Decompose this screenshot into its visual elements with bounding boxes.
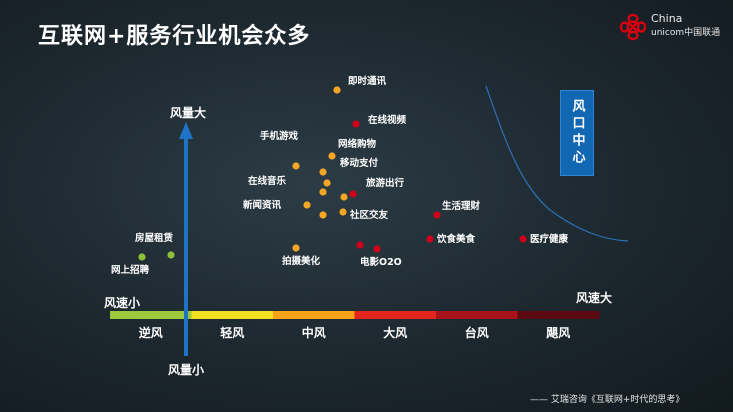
data-point-label: 新闻资讯 <box>243 199 282 211</box>
data-point-label: 社区交友 <box>349 209 389 221</box>
brand-logo: China unicom中国联通 <box>618 12 728 46</box>
data-point <box>138 253 146 261</box>
data-point-label: 移动支付 <box>340 157 379 169</box>
data-point-label: 在线视频 <box>368 114 407 126</box>
data-point-label: 饮食美食 <box>436 233 476 245</box>
source-citation: —— 艾瑞咨询《互联网+时代的思考》 <box>530 395 685 405</box>
brand-line2: unicom中国联通 <box>651 28 721 38</box>
data-point <box>352 120 360 128</box>
wind-band-label: 飓风 <box>546 326 570 340</box>
data-point <box>356 241 364 249</box>
wind-band-4 <box>354 311 437 319</box>
wind-band-3 <box>273 311 355 319</box>
data-point <box>426 235 434 243</box>
x-axis-right-label: 风速大 <box>576 290 612 305</box>
data-point-label: 生活理财 <box>442 200 481 212</box>
data-point <box>303 201 311 209</box>
data-point <box>349 190 357 198</box>
data-point <box>292 162 300 170</box>
data-point-label: 房屋租赁 <box>135 232 174 244</box>
wind-band-6 <box>517 311 600 319</box>
data-point <box>373 245 381 253</box>
data-point-label: 网络购物 <box>338 138 377 150</box>
wind-band-label: 中风 <box>302 325 326 340</box>
data-point <box>433 211 441 219</box>
data-point-label: 拍摄美化 <box>282 255 321 267</box>
y-axis-top-label: 风量大 <box>170 105 206 120</box>
data-point-label: 医疗健康 <box>530 233 569 245</box>
callout-label: 风口中心 <box>569 99 585 167</box>
wind-band-1 <box>110 311 192 319</box>
wind-band-label: 台风 <box>465 325 489 340</box>
data-point <box>319 188 327 196</box>
unicom-knot-icon <box>619 13 647 41</box>
data-point <box>340 193 348 201</box>
wind-band-5 <box>436 311 518 319</box>
y-axis-arrow <box>179 122 193 356</box>
wind-band-bar: 逆风 轻风 中风 大风 台风 飓风 <box>110 311 600 340</box>
data-point-label: 即时通讯 <box>348 75 387 87</box>
data-point-label: 旅游出行 <box>366 177 405 189</box>
x-axis-left-label: 风速小 <box>104 295 140 310</box>
wind-band-label: 轻风 <box>220 325 244 340</box>
data-point <box>292 244 300 252</box>
data-point <box>167 251 175 259</box>
data-point <box>339 208 347 216</box>
data-point-label: 网上招聘 <box>111 264 150 276</box>
data-point <box>328 152 336 160</box>
wind-boundary-curve <box>485 85 629 242</box>
data-point <box>519 235 527 243</box>
data-point-label: 在线音乐 <box>248 175 287 187</box>
data-point <box>319 211 327 219</box>
wind-band-2 <box>191 311 274 319</box>
page-title: 互联网+服务行业机会众多 <box>38 24 311 49</box>
data-point-label: 手机游戏 <box>260 130 299 142</box>
wind-band-label: 逆风 <box>139 325 163 340</box>
callout-fengkou: 风口中心 <box>560 90 594 176</box>
data-point-label: 电影O2O <box>360 256 402 268</box>
data-point <box>323 179 331 187</box>
data-point <box>333 86 341 94</box>
brand-line1: China <box>651 12 683 25</box>
y-axis-bottom-label: 风量小 <box>168 362 204 377</box>
wind-band-label: 大风 <box>383 325 407 340</box>
data-point <box>319 168 327 176</box>
